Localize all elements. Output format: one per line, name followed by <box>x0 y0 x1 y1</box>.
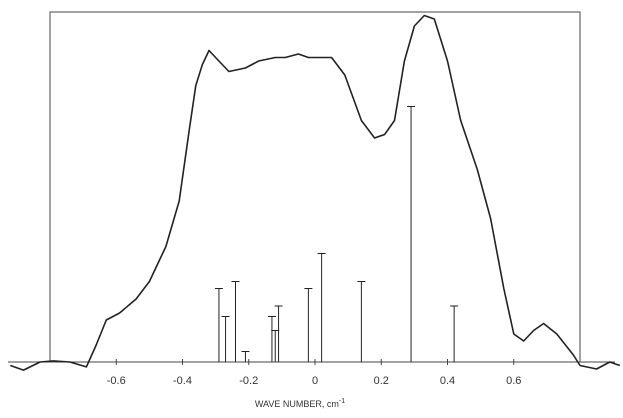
x-tick-label: 0.6 <box>506 375 521 387</box>
x-tick-label: -0.6 <box>107 375 126 387</box>
x-axis-label: WAVE NUMBER, cm-1 <box>255 398 345 410</box>
x-tick-label: 0 <box>312 375 318 387</box>
x-tick-label: -0.2 <box>239 375 258 387</box>
x-tick-label: 0.4 <box>440 375 455 387</box>
x-tick-label: -0.4 <box>173 375 192 387</box>
spectrum-line <box>10 14 621 371</box>
x-tick-label: 0.2 <box>374 375 389 387</box>
x-axis-label-text: WAVE NUMBER, cm <box>255 399 339 409</box>
x-axis-label-superscript: -1 <box>339 398 345 405</box>
plot-frame <box>49 11 581 363</box>
